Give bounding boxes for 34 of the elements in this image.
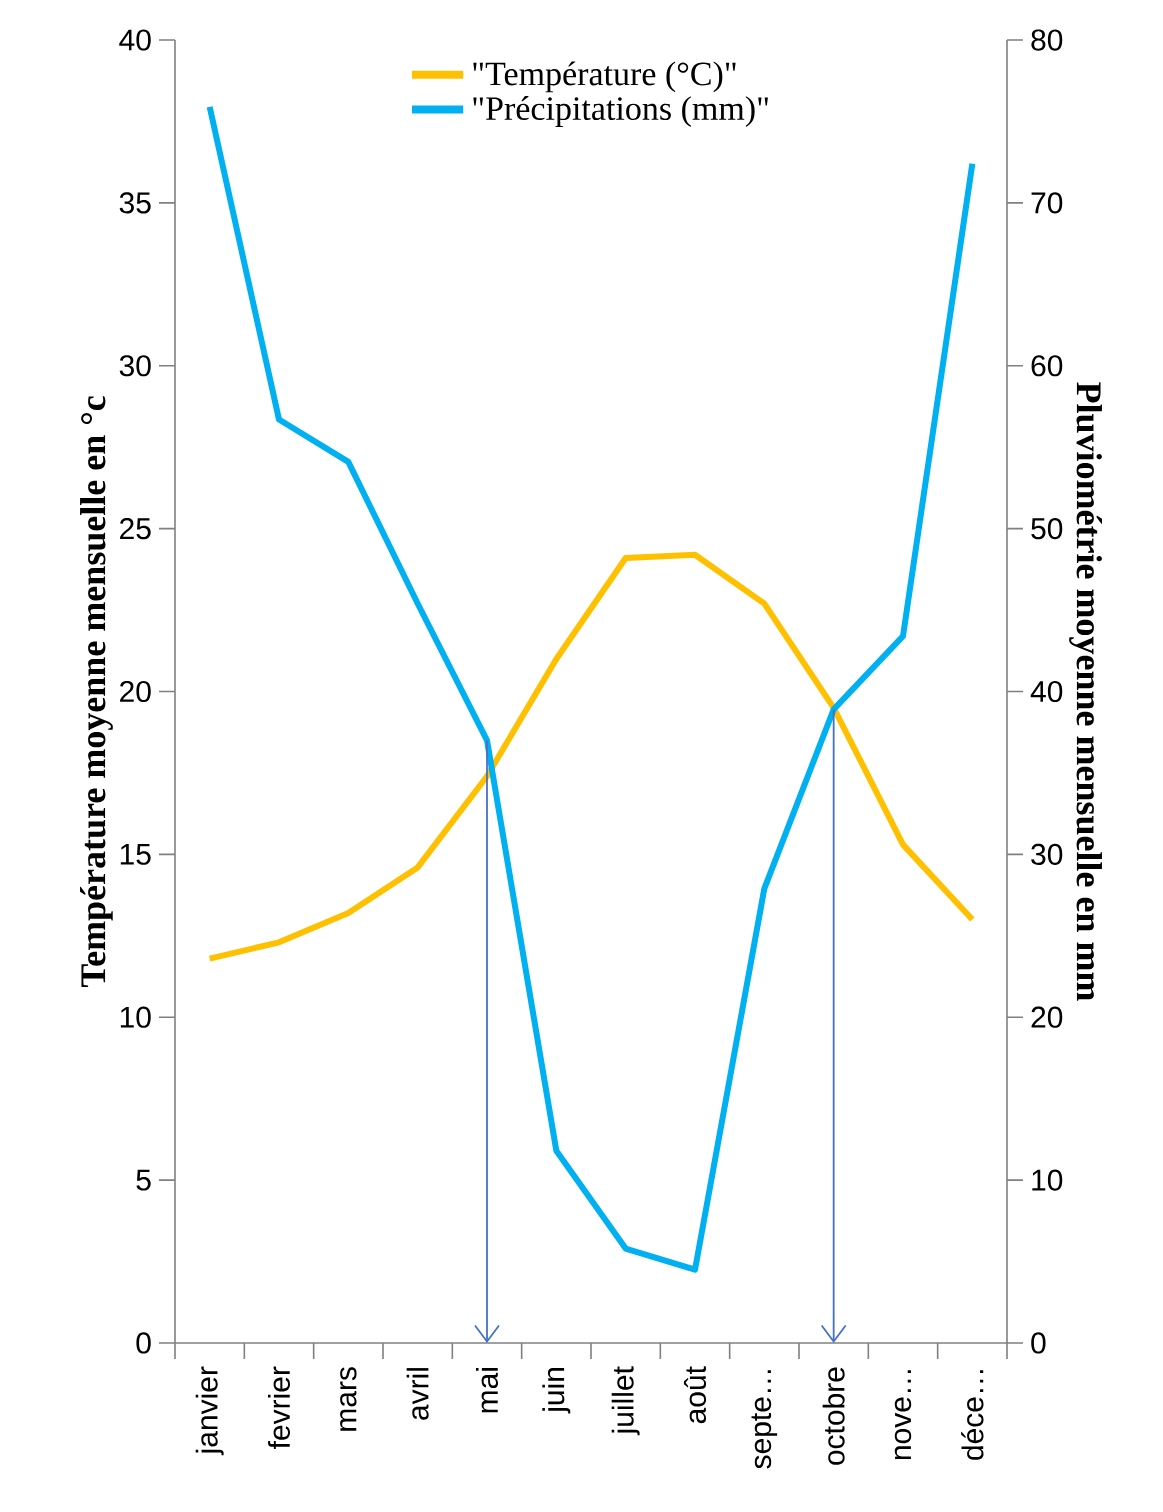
y-tick-label: 10 [120,1006,151,1028]
legend-label: "Température (°C)" [473,61,736,93]
x-tick-label: mars [340,1367,357,1431]
x-tick-label: janvier [195,1366,224,1456]
y-tick-label: 40 [119,29,151,51]
y-tick-label: 25 [120,518,151,540]
y-axis-title: Température moyenne mensuelle en °c [80,396,113,988]
x-tick-label: mai [475,1368,498,1413]
y-tick-label: 30 [119,355,151,377]
x-tick-label: nove… [894,1370,912,1460]
x-tick-label: avril [406,1368,429,1420]
y2-tick-label: 50 [1031,518,1063,540]
y2-tick-label: 0 [1031,1332,1046,1354]
y-tick-label: 15 [120,843,151,865]
y2-tick-label: 80 [1031,29,1063,51]
legend-label: "Précipitations (mm)" [473,96,768,127]
y2-tick-label: 40 [1030,680,1063,703]
y-tick-label: 35 [119,192,151,214]
y2-tick-label: 70 [1031,192,1063,214]
y-tick-label: 0 [136,1332,151,1354]
x-tick-label: octobre [822,1367,845,1465]
x-tick-label: septe… [751,1370,778,1469]
x-tick-label: juin [542,1368,571,1414]
y-tick-label: 5 [136,1169,151,1191]
y-tick-label: 20 [120,680,151,703]
x-tick-label: déce… [961,1370,984,1460]
y2-tick-label: 10 [1032,1169,1063,1191]
y2-tick-label: 60 [1031,355,1063,377]
x-tick-label: juillet [611,1366,640,1436]
x-tick-label: fevrier [267,1366,290,1449]
y2-axis-title: Pluviométrie moyenne mensuelle en mm [1069,382,1102,1001]
y2-tick-label: 30 [1031,843,1063,865]
y2-tick-label: 20 [1031,1006,1063,1028]
x-tick-label: août [683,1366,707,1424]
